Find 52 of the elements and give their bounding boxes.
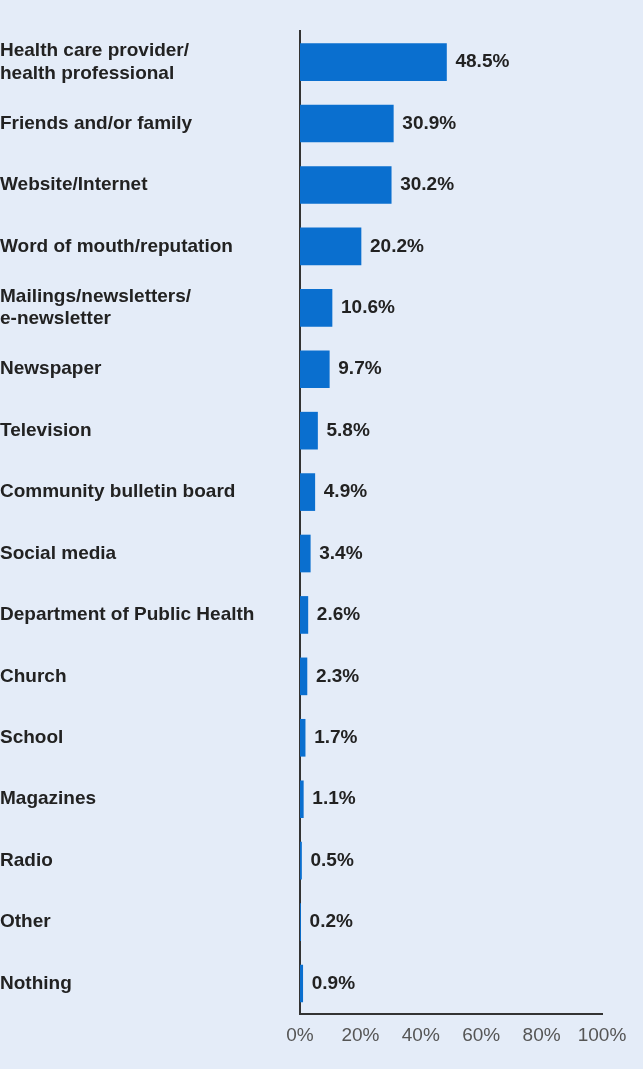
y-tick-label: Community bulletin board <box>0 480 236 502</box>
x-tick-label: 40% <box>401 1023 440 1045</box>
data-label: 20.2% <box>370 234 424 256</box>
bar <box>300 718 306 757</box>
y-tick-label: Television <box>0 418 92 440</box>
y-tick-label: Other <box>0 910 52 932</box>
y-tick-label: Social media <box>0 541 117 563</box>
y-tick-label: Newspaper <box>0 357 102 379</box>
data-label: 3.4% <box>319 541 363 563</box>
data-label: 0.2% <box>309 910 354 932</box>
y-tick-label: Mailings/newsletters/ e-newsletter <box>0 284 192 329</box>
data-label: 0.5% <box>310 848 354 870</box>
y-tick-label: Health care provider/ health professional <box>0 38 190 83</box>
bar <box>300 104 394 143</box>
data-label: 10.6% <box>341 296 395 318</box>
bar <box>300 596 309 634</box>
bar <box>300 43 447 81</box>
y-tick-label: Church <box>0 664 67 686</box>
y-tick-label: Department of Public Health <box>0 603 255 625</box>
data-label: 5.8% <box>326 418 370 440</box>
bar <box>300 350 330 389</box>
data-label: 30.9% <box>402 111 457 133</box>
x-tick-label: 60% <box>462 1023 501 1045</box>
x-tick-label: 80% <box>522 1023 561 1045</box>
x-tick-label: 0% <box>286 1023 314 1045</box>
data-label: 4.9% <box>323 480 368 502</box>
y-tick-label: Friends and/or family <box>0 111 193 133</box>
y-tick-label: Radio <box>0 848 53 870</box>
data-label: 1.7% <box>314 726 358 748</box>
bar <box>300 288 333 327</box>
y-tick-label: Magazines <box>0 787 97 809</box>
y-tick-label: School <box>0 726 64 748</box>
data-label: 2.6% <box>316 603 361 625</box>
y-tick-label: Word of mouth/reputation <box>0 234 233 256</box>
data-label: 48.5% <box>455 50 510 72</box>
data-label: 9.7% <box>338 357 382 379</box>
bar <box>300 411 318 450</box>
data-label: 1.1% <box>312 787 356 809</box>
data-label: 0.9% <box>311 971 356 993</box>
bar <box>300 657 308 696</box>
data-label: 2.3% <box>315 664 360 686</box>
data-label: 30.2% <box>400 173 455 195</box>
bar <box>300 227 362 266</box>
y-tick-label: Website/Internet <box>0 173 149 195</box>
bar <box>300 780 304 819</box>
bar <box>300 166 392 204</box>
x-tick-label: 100% <box>577 1023 627 1045</box>
y-tick-label: Nothing <box>0 971 72 993</box>
bar <box>300 534 311 573</box>
bar <box>300 473 316 511</box>
bar <box>300 964 304 1003</box>
x-tick-label: 20% <box>341 1023 380 1045</box>
